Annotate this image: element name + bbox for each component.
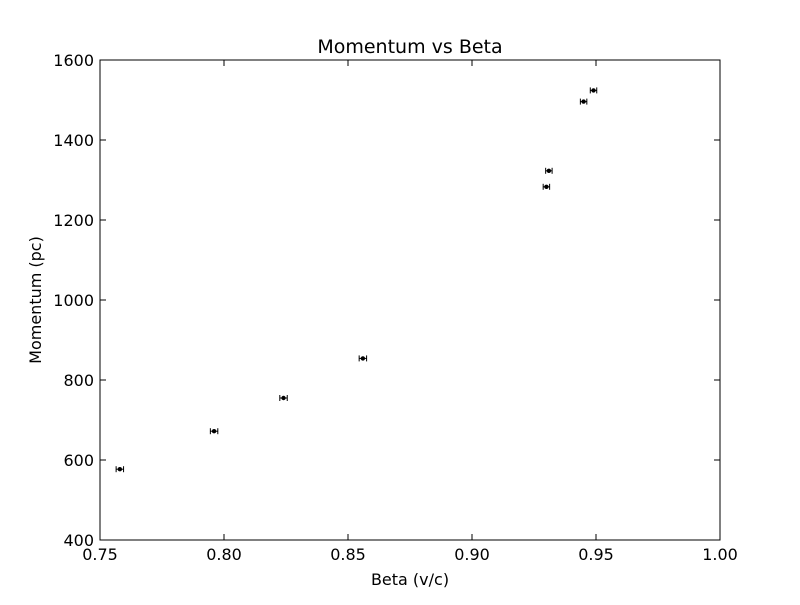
x-tick-label: 0.85 xyxy=(330,545,366,564)
point-marker xyxy=(581,99,586,104)
y-tick-label: 600 xyxy=(63,451,94,470)
data-point xyxy=(358,355,368,362)
point-marker xyxy=(546,168,552,173)
axis-ticks: 0.75 0.80 0.85 0.90 0.95 1.00 400 600 800 1000 120… xyxy=(53,51,738,564)
data-point xyxy=(579,98,588,105)
point-marker xyxy=(281,395,286,401)
point-marker xyxy=(591,88,596,93)
data-points xyxy=(115,87,598,473)
x-axis-label: Beta (v/c) xyxy=(371,570,449,589)
x-tick-label: 0.95 xyxy=(578,545,614,564)
x-tick-label: 0.80 xyxy=(206,545,242,564)
data-point xyxy=(589,87,598,94)
data-point xyxy=(279,395,288,401)
data-point xyxy=(209,428,219,435)
y-tick-label: 1400 xyxy=(53,131,94,150)
point-marker xyxy=(211,429,217,434)
x-tick-label: 0.75 xyxy=(82,545,118,564)
point-marker xyxy=(360,356,366,361)
chart-title: Momentum vs Beta xyxy=(317,36,502,58)
point-marker xyxy=(117,467,123,472)
y-axis-label: Momentum (pc) xyxy=(26,236,45,364)
y-tick-label: 1000 xyxy=(53,291,94,310)
x-tick-label: 0.90 xyxy=(454,545,490,564)
plot-frame xyxy=(99,59,721,541)
x-tick-label: 1.00 xyxy=(702,545,738,564)
y-tick-label: 1600 xyxy=(53,51,94,70)
y-tick-label: 1200 xyxy=(53,211,94,230)
data-point xyxy=(542,183,551,190)
y-tick-label: 800 xyxy=(63,371,94,390)
data-point xyxy=(115,466,125,473)
data-point xyxy=(545,167,553,174)
y-tick-label: 400 xyxy=(63,531,94,550)
point-marker xyxy=(544,184,549,189)
